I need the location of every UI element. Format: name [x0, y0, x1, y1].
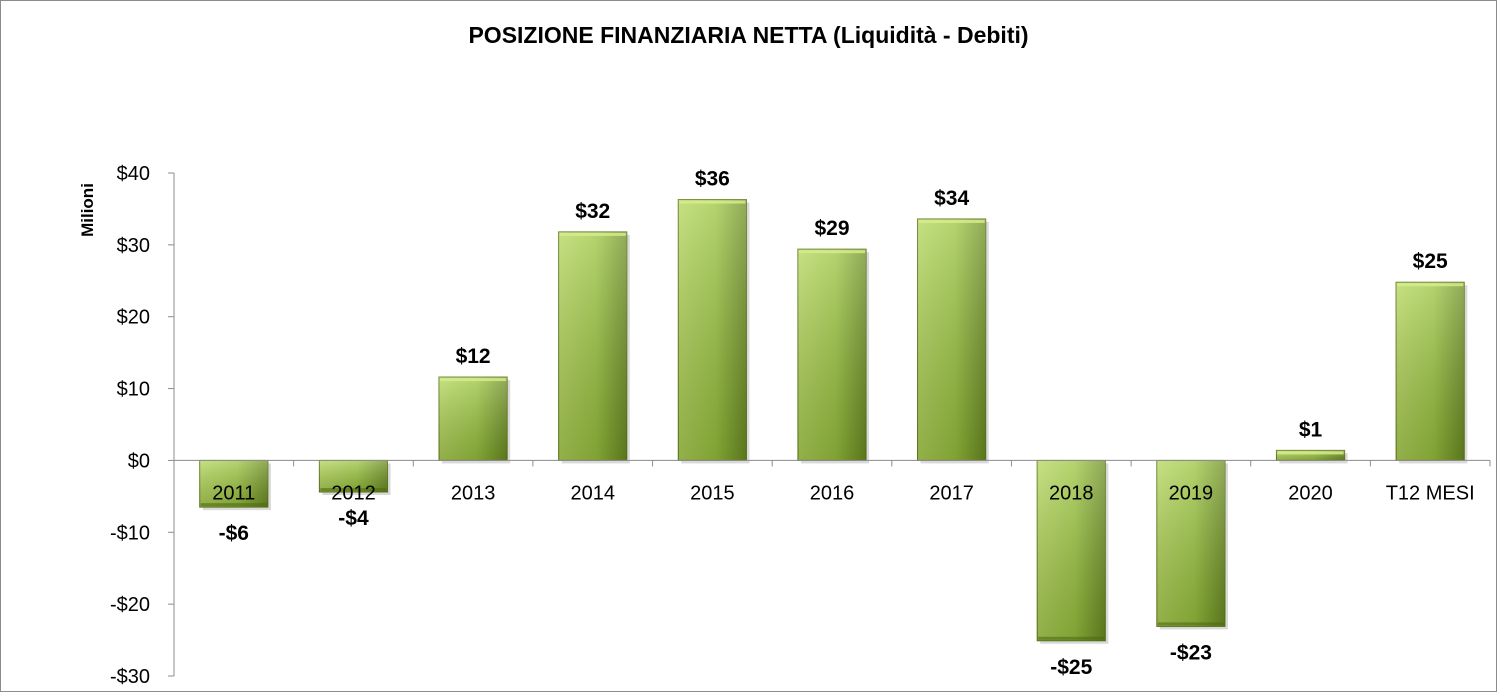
bar-bevel — [320, 488, 387, 492]
y-tick-label: -$10 — [110, 522, 150, 544]
y-tick-label: $0 — [128, 450, 150, 472]
y-tick-label: -$30 — [110, 666, 150, 688]
bar-shade — [797, 249, 867, 461]
bar-2017 — [917, 218, 989, 464]
bar-2019 — [1156, 459, 1229, 630]
bar-shade — [1037, 460, 1106, 641]
bar-2012 — [318, 459, 391, 496]
bar-2018 — [1036, 459, 1109, 644]
x-tick-label: 2013 — [451, 482, 496, 504]
data-label: $34 — [934, 187, 969, 210]
bar-bevel — [1277, 451, 1344, 455]
data-label: -$4 — [338, 507, 369, 530]
bar-shade — [199, 460, 268, 508]
x-tick-label: 2018 — [1049, 482, 1094, 504]
bar-shade — [558, 231, 627, 461]
x-tick-label: 2017 — [929, 482, 974, 504]
x-tick-label: 2014 — [570, 482, 615, 504]
y-tick-label: $30 — [117, 235, 150, 257]
data-labels: -$6 -$4 $12 $32 $36 $29 $34 -$25 -$23 $1 $25 — [219, 168, 1448, 679]
x-tick-label: 2015 — [690, 482, 735, 504]
data-label: -$25 — [1050, 656, 1092, 679]
bar-bevel — [200, 503, 267, 507]
bar-shade — [1156, 460, 1226, 627]
data-label: $1 — [1299, 418, 1323, 441]
data-label: $29 — [814, 217, 849, 240]
bar-2013 — [438, 376, 511, 464]
bar-shade — [917, 218, 986, 461]
data-label: -$6 — [219, 522, 249, 545]
y-tick-label: $20 — [117, 307, 150, 329]
y-tick-label: -$20 — [110, 594, 150, 616]
data-label: $36 — [695, 168, 730, 191]
bar-bevel — [918, 219, 985, 223]
data-label: $12 — [456, 345, 491, 368]
x-tick-label: 2011 — [212, 482, 255, 504]
x-tick-label: 2020 — [1288, 482, 1333, 504]
bar-bevel — [1397, 283, 1464, 287]
y-tick-label: $40 — [117, 163, 150, 185]
bar-2016 — [797, 248, 870, 464]
bar-bevel — [1038, 636, 1105, 640]
bar-2011 — [199, 459, 271, 511]
x-axis: 2011 2012 2013 2014 2015 2016 2017 2018 2019 2020… — [173, 459, 1491, 504]
x-tick-label: 2019 — [1169, 482, 1214, 504]
bars — [199, 199, 1468, 644]
y-axis: -$30 -$20 -$10 $0 $10 $20 $30 $40 — [110, 163, 175, 688]
x-tick-label: 2016 — [810, 482, 855, 504]
bar-bevel — [439, 378, 507, 382]
bar-t12-mesi — [1395, 281, 1468, 464]
bar-2020 — [1275, 449, 1348, 464]
x-tick-label: T12 MESI — [1386, 482, 1475, 504]
bar-shade — [319, 460, 388, 493]
data-label: $25 — [1413, 250, 1448, 273]
data-label: -$23 — [1170, 641, 1212, 664]
y-tick-label: $10 — [117, 379, 150, 401]
bar-bevel — [679, 200, 746, 204]
chart-title: POSIZIONE FINANZIARIA NETTA (Liquidità -… — [468, 22, 1029, 48]
bar-shade — [678, 199, 747, 461]
x-tick-label: 2012 — [331, 482, 376, 504]
bar-shade — [438, 377, 508, 461]
bar-shade — [1276, 450, 1345, 461]
bar-bevel — [798, 250, 866, 254]
bar-bevel — [559, 232, 626, 236]
bar-2015 — [677, 199, 750, 464]
bar-2014 — [558, 231, 630, 464]
y-axis-label: Milioni — [78, 183, 97, 237]
data-label: $32 — [575, 200, 610, 223]
bar-shade — [1396, 282, 1465, 461]
bar-bevel — [1157, 622, 1225, 626]
